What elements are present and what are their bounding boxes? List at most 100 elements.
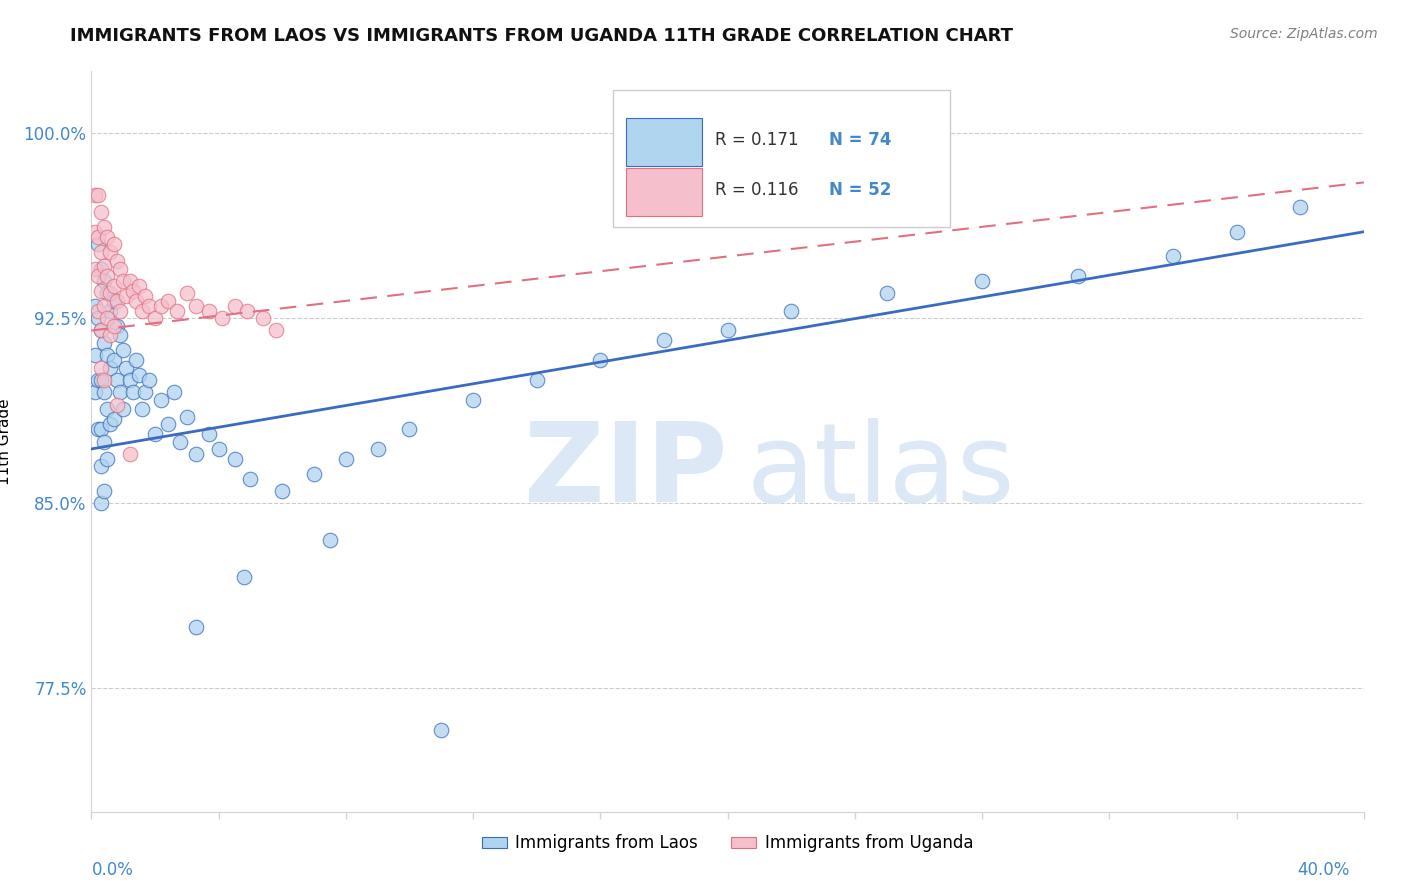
Text: IMMIGRANTS FROM LAOS VS IMMIGRANTS FROM UGANDA 11TH GRADE CORRELATION CHART: IMMIGRANTS FROM LAOS VS IMMIGRANTS FROM … [70,27,1014,45]
Point [970,274,993,288]
Point [186,447,208,461]
Point [118,274,141,288]
Point [93,373,115,387]
Point [100,328,122,343]
Point [108,328,131,343]
Point [83,261,105,276]
Point [224,299,246,313]
Point [876,286,898,301]
Point [112,402,135,417]
Point [100,244,122,259]
Point [128,368,150,382]
Point [108,385,131,400]
Point [103,293,125,308]
Point [103,279,125,293]
Point [87,187,110,202]
Point [90,459,112,474]
Point [224,451,246,466]
Point [87,373,110,387]
Point [90,261,112,276]
Point [264,323,287,337]
Point [105,293,128,308]
Point [105,373,128,387]
Point [131,303,153,318]
Point [112,274,135,288]
Text: N = 74: N = 74 [830,131,891,149]
Point [96,311,118,326]
Point [138,373,160,387]
Point [96,402,118,417]
Point [90,323,112,337]
Point [90,205,112,219]
Point [335,451,357,466]
Point [93,483,115,498]
Point [87,237,110,252]
Text: atlas: atlas [747,417,1015,524]
Text: R = 0.171: R = 0.171 [714,131,799,149]
Point [233,570,256,584]
FancyBboxPatch shape [626,168,702,216]
Point [208,442,231,456]
Point [87,422,110,436]
Point [134,385,156,400]
Point [526,373,548,387]
Text: Source: ZipAtlas.com: Source: ZipAtlas.com [1230,27,1378,41]
FancyBboxPatch shape [613,90,950,227]
Point [128,279,150,293]
Point [176,409,198,424]
Point [90,284,112,298]
Point [131,402,153,417]
Point [652,334,675,348]
Point [125,293,148,308]
Point [198,427,221,442]
Point [115,360,138,375]
Point [112,343,135,358]
Point [93,385,115,400]
Text: N = 52: N = 52 [830,181,891,199]
Point [87,269,110,284]
Point [302,467,325,481]
Point [96,229,118,244]
Point [90,373,112,387]
Point [105,318,128,333]
Point [100,303,122,318]
Point [163,385,186,400]
Point [90,496,112,510]
Point [156,293,179,308]
Text: 0.0%: 0.0% [91,861,134,879]
Point [108,261,131,276]
Point [125,353,148,368]
Point [319,533,342,548]
Point [100,286,122,301]
Point [118,447,141,461]
Y-axis label: 11th Grade: 11th Grade [0,398,13,485]
Point [105,397,128,411]
Text: R = 0.116: R = 0.116 [714,181,799,199]
Point [156,417,179,432]
Point [103,237,125,252]
Point [430,723,453,738]
Point [1289,200,1312,214]
Point [134,289,156,303]
Point [143,427,166,442]
Point [398,422,420,436]
Point [93,260,115,274]
Point [717,323,740,337]
Point [1066,269,1088,284]
Point [83,385,105,400]
Point [1226,225,1249,239]
Point [108,303,131,318]
Point [138,299,160,313]
Point [150,392,173,407]
Point [83,187,105,202]
Point [87,229,110,244]
Point [1161,249,1184,263]
Point [93,434,115,449]
Point [211,311,233,326]
Point [367,442,389,456]
Point [589,353,612,368]
Point [150,299,173,313]
Point [176,286,198,301]
Point [96,269,118,284]
Point [90,422,112,436]
